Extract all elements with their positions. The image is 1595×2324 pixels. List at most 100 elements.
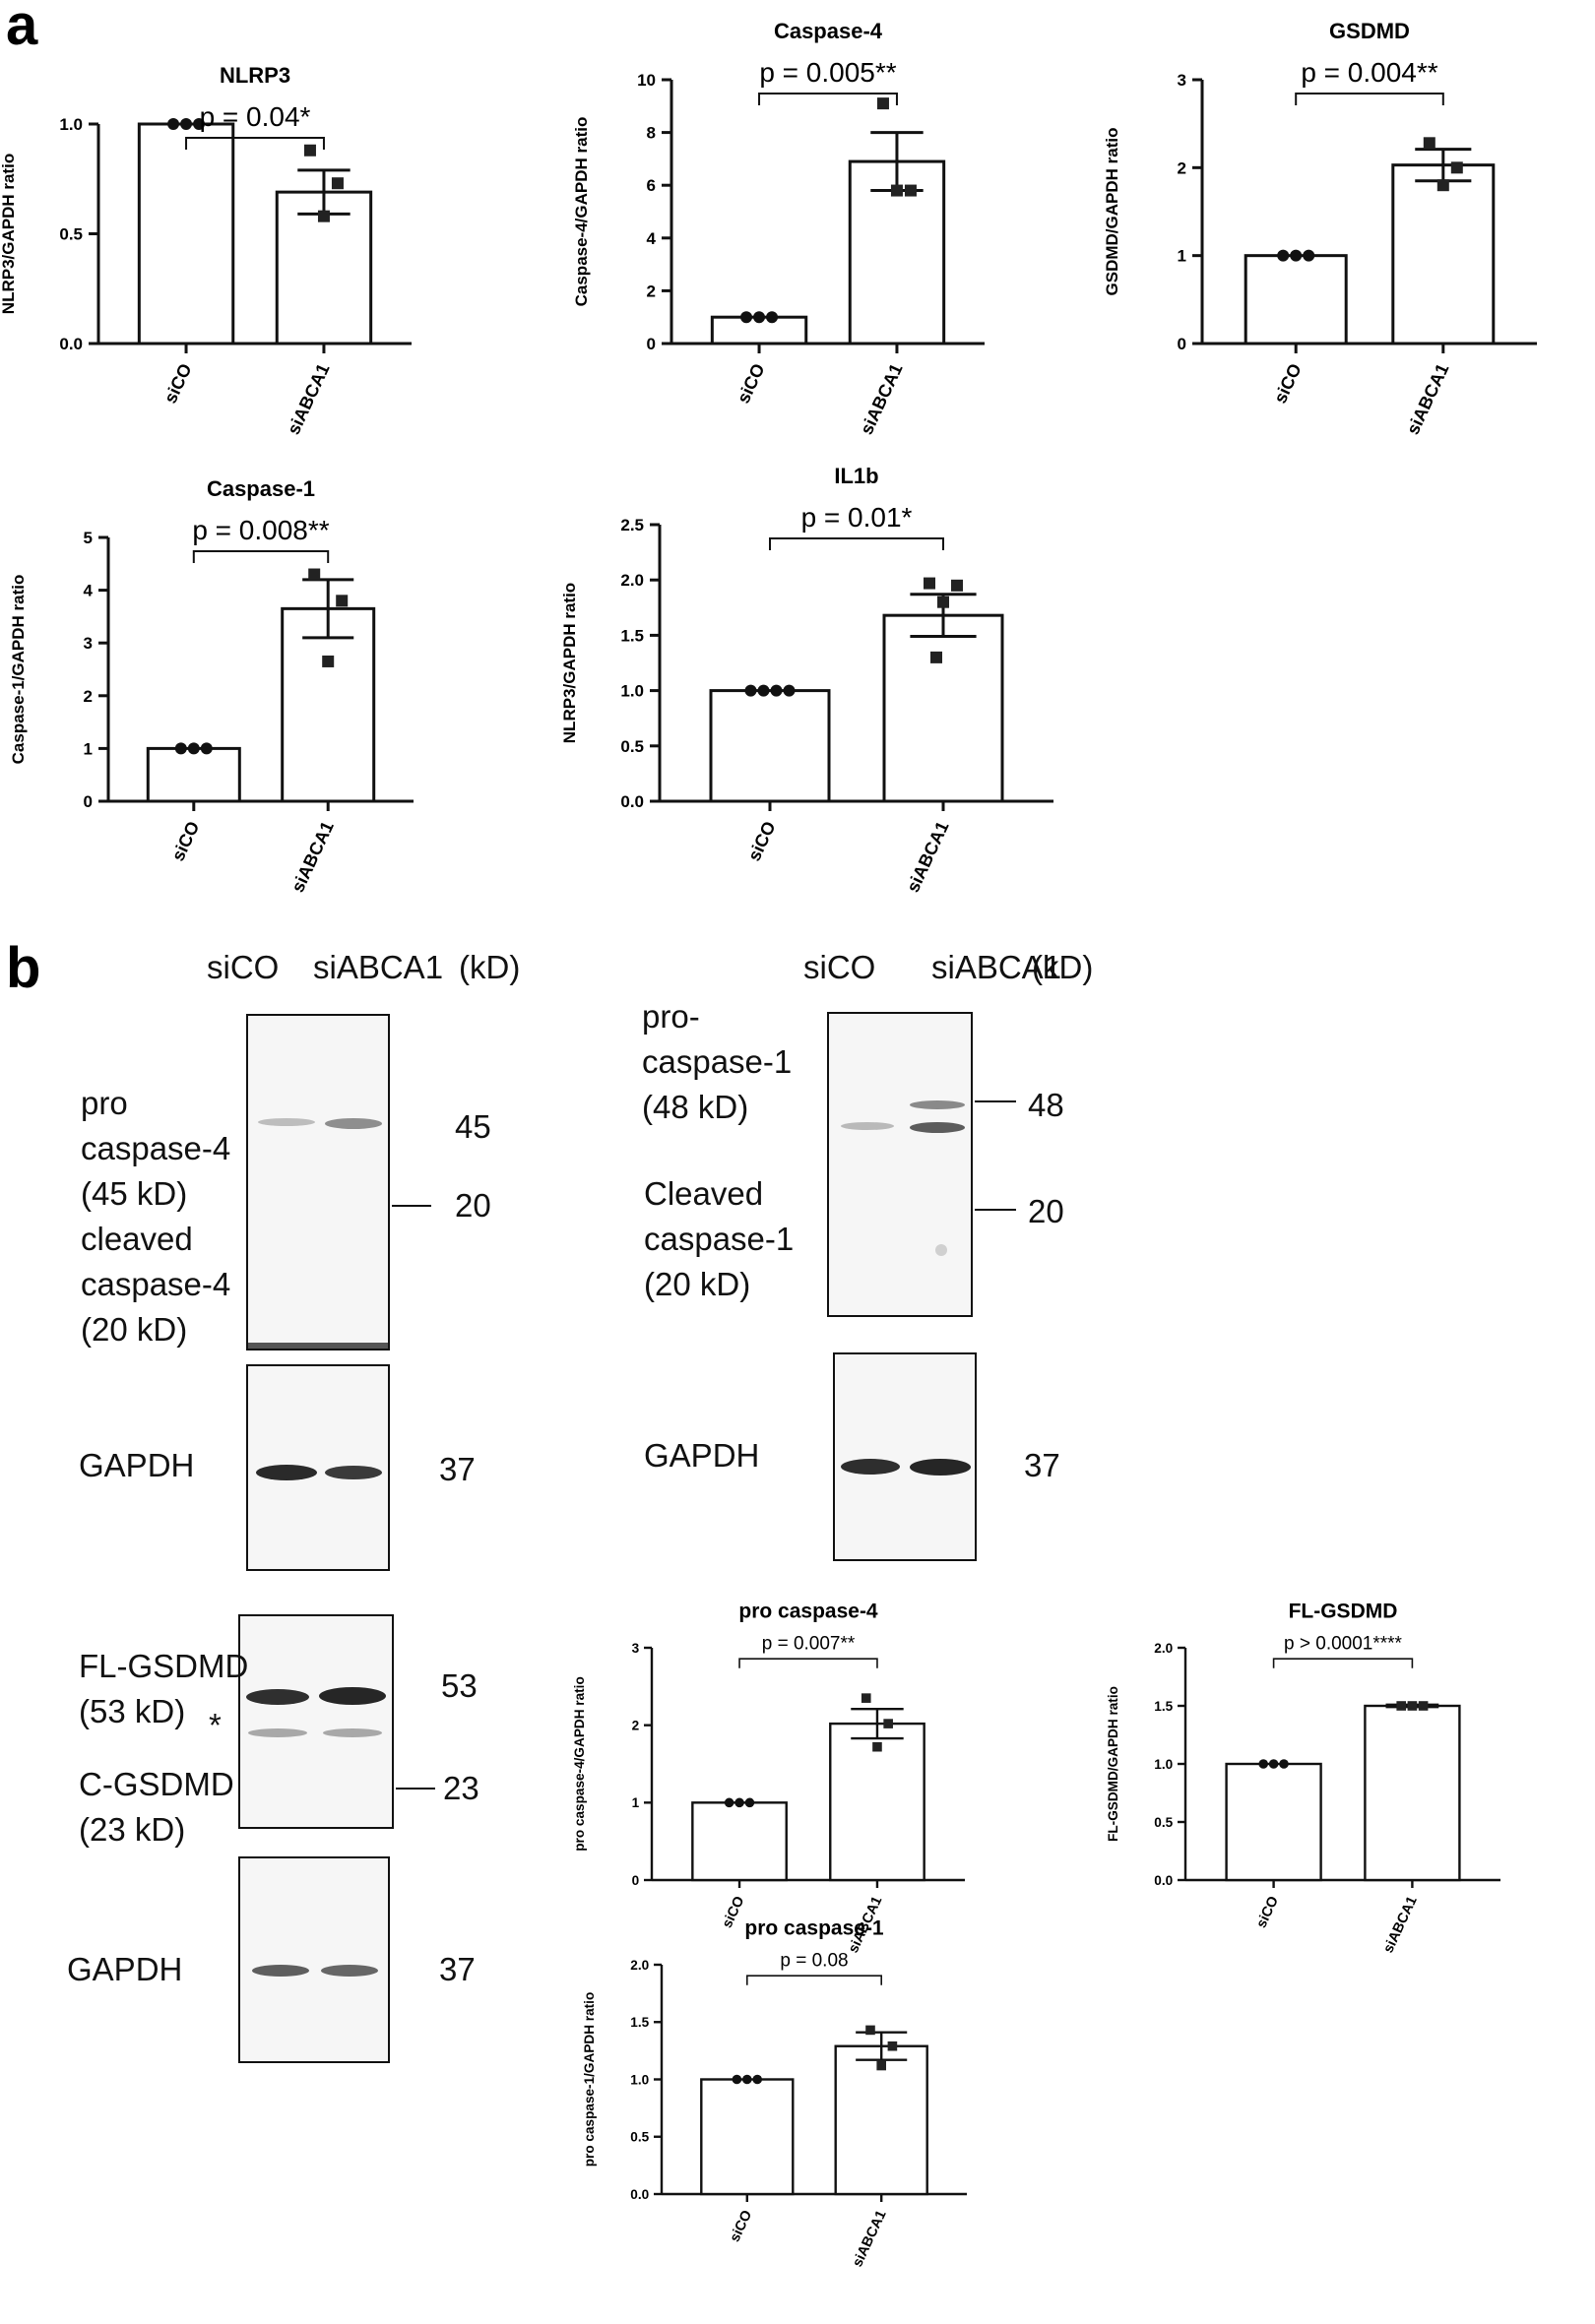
data-point <box>1423 137 1436 150</box>
y-tick-label: 4 <box>84 582 94 600</box>
data-point <box>742 2074 752 2085</box>
kd-37: 37 <box>439 1451 476 1487</box>
y-tick-label: 3 <box>84 634 93 653</box>
y-tick-label: 1.0 <box>59 115 83 134</box>
label-line: caspase-4 <box>81 1130 231 1166</box>
significance-bracket <box>746 1975 882 1985</box>
kd-20: 20 <box>1028 1193 1064 1229</box>
y-tick-label: 10 <box>637 71 656 90</box>
data-point <box>744 684 757 697</box>
x-tick-label: siABCA1 <box>1403 360 1453 437</box>
p-value-label: p = 0.01* <box>801 502 913 533</box>
p-value-label: p = 0.005** <box>759 57 896 88</box>
blot-gapdh-caspase-4 <box>246 1364 390 1571</box>
data-point <box>1279 1759 1289 1769</box>
p-value-label: p > 0.0001**** <box>1284 1634 1403 1655</box>
y-tick-label: 0 <box>84 792 93 811</box>
y-tick-label: 2.0 <box>620 571 644 590</box>
data-point <box>951 579 963 592</box>
label-gapdh: GAPDH <box>67 1951 183 1987</box>
y-tick-label: 1 <box>84 739 93 758</box>
band-gapdh-siabca1 <box>321 1965 378 1977</box>
y-axis-label: pro caspase-1/GAPDH ratio <box>582 1992 597 2167</box>
label-line: (53 kD) <box>79 1693 186 1729</box>
y-tick-label: 4 <box>647 229 657 248</box>
y-axis-label: NLRP3/GAPDH ratio <box>0 154 18 314</box>
label-gapdh: GAPDH <box>644 1437 760 1474</box>
data-point <box>1396 1701 1406 1711</box>
data-point <box>872 1741 882 1752</box>
data-point <box>1277 249 1290 262</box>
p-value-label: p = 0.007** <box>762 1634 856 1655</box>
y-tick-label: 0 <box>647 335 656 353</box>
y-tick-label: 2.5 <box>620 516 644 534</box>
blot-gapdh-caspase-1 <box>833 1352 977 1561</box>
chart-title: pro caspase-1 <box>744 1917 884 1940</box>
data-point <box>904 184 917 197</box>
y-tick-label: 8 <box>647 124 656 143</box>
y-tick-label: 2 <box>1178 158 1186 177</box>
data-point <box>322 655 335 667</box>
bar-sico <box>1244 254 1348 345</box>
band-nonspecific-sico <box>248 1728 307 1737</box>
y-tick-label: 1.0 <box>630 2072 649 2087</box>
label-pro-caspase-1: pro- caspase-1 (48 kD) <box>642 994 792 1130</box>
band-gapdh-sico <box>256 1465 317 1480</box>
lane-header-siabca1: siABCA1 <box>931 949 1062 985</box>
y-tick-label: 2 <box>84 687 93 706</box>
y-tick-label: 2.0 <box>630 1958 649 1973</box>
data-point <box>865 2025 875 2036</box>
chart-title: Caspase-1 <box>207 476 315 501</box>
significance-bracket <box>738 1658 878 1668</box>
bar-sico <box>700 2078 795 2196</box>
data-point <box>200 742 213 755</box>
x-tick-label: siCO <box>160 360 196 407</box>
bar-sico <box>709 689 831 803</box>
y-tick-label: 1.0 <box>620 682 644 701</box>
chart-title: pro caspase-4 <box>738 1601 878 1623</box>
bar-sico <box>691 1801 788 1882</box>
blot-gapdh-gsdmd <box>238 1856 390 2063</box>
x-tick-label: siCO <box>728 2208 756 2244</box>
y-tick-label: 5 <box>84 529 93 547</box>
data-point <box>861 1693 871 1703</box>
label-cleaved-caspase-1: Cleaved caspase-1 (20 kD) <box>644 1171 794 1307</box>
label-gapdh: GAPDH <box>79 1447 195 1483</box>
label-line: caspase-1 <box>644 1221 795 1257</box>
y-tick-label: 0.0 <box>630 2187 649 2202</box>
label-line: pro <box>81 1085 128 1121</box>
data-point <box>174 742 187 755</box>
bar-sico <box>1225 1762 1322 1882</box>
data-point <box>890 184 903 197</box>
data-point <box>1418 1701 1429 1711</box>
lane-header-kd: (kD) <box>1032 949 1094 985</box>
label-line: (20 kD) <box>644 1266 751 1302</box>
y-axis-label: Caspase-1/GAPDH ratio <box>9 575 28 765</box>
chart-title: NLRP3 <box>220 63 290 88</box>
y-tick-label: 2.0 <box>1154 1641 1173 1656</box>
kd-37: 37 <box>1024 1447 1060 1483</box>
band-fl-gsdmd-sico <box>246 1689 309 1705</box>
x-tick-label: siABCA1 <box>284 360 334 437</box>
data-point <box>930 651 942 663</box>
label-pro-caspase-4: pro caspase-4 (45 kD) cleaved caspase-4 … <box>81 1081 230 1352</box>
data-point <box>193 118 206 130</box>
marker-line-23 <box>396 1788 435 1790</box>
bar-siabca1 <box>1364 1704 1461 1882</box>
data-point <box>876 97 889 110</box>
blot-caspase-1 <box>827 1012 973 1317</box>
significance-bracket <box>192 550 330 563</box>
chart-title: FL-GSDMD <box>1289 1601 1398 1623</box>
x-tick-label: siCO <box>720 1894 748 1930</box>
band-gapdh-siabca1 <box>910 1459 971 1476</box>
data-point <box>724 1797 734 1808</box>
lane-header-siabca1: siABCA1 <box>313 949 444 985</box>
label-line: cleaved <box>81 1221 193 1257</box>
data-point <box>1303 249 1315 262</box>
band-pro-caspase-4-sico <box>258 1118 315 1126</box>
data-point <box>303 144 316 157</box>
bar-sico <box>146 746 241 803</box>
lane-header-sico: siCO <box>803 949 876 985</box>
label-line: (45 kD) <box>81 1175 188 1212</box>
